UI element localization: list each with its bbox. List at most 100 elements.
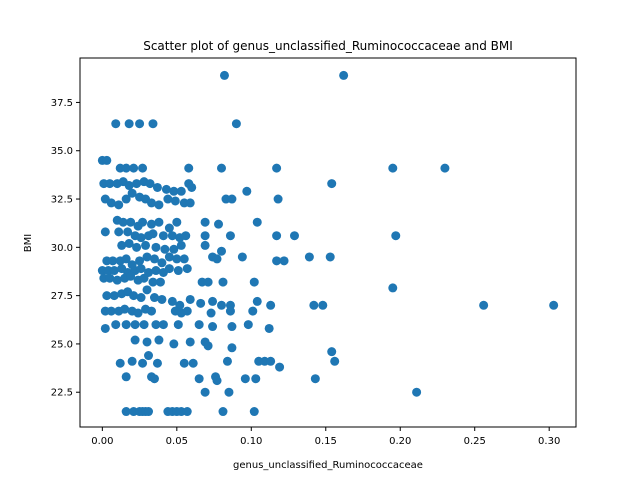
- data-point: [242, 186, 252, 196]
- data-point: [200, 387, 210, 397]
- data-point: [266, 356, 276, 366]
- plot-area-frame: [79, 57, 577, 428]
- data-point: [121, 320, 131, 330]
- data-point: [440, 163, 450, 173]
- data-point: [117, 240, 127, 250]
- data-point: [149, 254, 159, 264]
- data-point: [218, 277, 228, 287]
- data-point: [106, 306, 116, 316]
- data-point: [179, 358, 189, 368]
- data-point: [154, 217, 164, 227]
- data-point: [225, 231, 235, 241]
- data-point: [217, 300, 226, 310]
- data-point: [200, 240, 210, 250]
- data-point: [121, 194, 131, 204]
- data-point: [218, 407, 228, 417]
- data-point: [169, 186, 179, 196]
- data-point: [148, 277, 158, 287]
- data-point: [163, 194, 173, 204]
- data-point: [105, 273, 115, 283]
- data-point: [167, 231, 177, 241]
- data-point: [124, 238, 134, 248]
- data-point: [208, 296, 218, 306]
- data-point: [169, 244, 179, 254]
- x-tick-label: 0.00: [91, 436, 113, 447]
- data-point: [100, 323, 110, 333]
- x-axis-ticks: 0.00 0.05 0.10 0.15 0.20 0.25 0.30: [91, 427, 560, 447]
- data-point: [194, 374, 204, 384]
- data-point: [391, 231, 401, 241]
- data-point: [181, 231, 191, 241]
- data-point: [208, 322, 218, 332]
- data-point: [252, 296, 262, 306]
- data-point: [185, 198, 195, 208]
- data-point: [133, 308, 143, 318]
- data-point: [275, 362, 285, 372]
- x-tick-label: 0.05: [166, 436, 188, 447]
- data-point: [120, 304, 130, 314]
- data-point: [479, 300, 489, 310]
- data-point: [154, 335, 164, 345]
- data-point: [172, 254, 182, 264]
- y-axis-ticks: 22.5 25.0 27.5 30.0 32.5 35.0 37.5: [51, 98, 80, 399]
- data-point: [169, 339, 179, 349]
- data-point: [160, 244, 170, 254]
- data-point: [327, 179, 337, 189]
- data-point: [187, 182, 197, 192]
- data-point: [135, 256, 145, 266]
- data-point: [182, 407, 192, 417]
- data-point: [124, 119, 134, 129]
- data-point: [248, 306, 258, 316]
- data-point: [121, 163, 131, 173]
- data-point: [127, 356, 137, 366]
- data-point: [148, 119, 158, 129]
- data-point: [240, 374, 250, 384]
- data-point: [188, 358, 198, 368]
- x-axis-label: genus_unclassified_Ruminococcaceae: [233, 460, 423, 471]
- data-point: [203, 341, 213, 351]
- data-point: [115, 358, 125, 368]
- data-point: [279, 256, 289, 266]
- data-point: [412, 387, 422, 397]
- data-point: [212, 254, 222, 264]
- data-point: [184, 163, 194, 173]
- data-point: [325, 252, 335, 262]
- data-point: [152, 182, 162, 192]
- data-point: [100, 227, 110, 237]
- data-point: [144, 407, 154, 417]
- data-point: [139, 320, 149, 330]
- data-point: [176, 186, 186, 196]
- data-point: [129, 163, 139, 173]
- data-point: [102, 291, 112, 301]
- data-point: [318, 300, 328, 310]
- data-point: [224, 387, 234, 397]
- data-point: [145, 179, 155, 189]
- data-point: [154, 200, 164, 210]
- data-point: [106, 198, 116, 208]
- data-point: [147, 198, 156, 208]
- data-point: [126, 271, 136, 281]
- data-point: [121, 407, 131, 417]
- data-point: [182, 306, 192, 316]
- data-point: [173, 266, 183, 276]
- data-point: [164, 252, 174, 262]
- data-point: [111, 320, 121, 330]
- data-point: [304, 252, 314, 262]
- data-point: [231, 119, 241, 129]
- data-point: [123, 227, 133, 237]
- data-point: [114, 200, 124, 210]
- data-point: [111, 119, 121, 129]
- data-point: [196, 298, 206, 308]
- y-tick-label: 25.0: [51, 339, 73, 350]
- data-point: [132, 242, 142, 252]
- data-point: [138, 217, 148, 227]
- data-point: [118, 217, 128, 227]
- data-point: [222, 356, 232, 366]
- data-point: [309, 300, 319, 310]
- data-point: [109, 266, 119, 276]
- data-point: [142, 285, 152, 295]
- data-point: [149, 293, 159, 303]
- data-point: [243, 320, 253, 330]
- x-tick-label: 0.30: [538, 436, 560, 447]
